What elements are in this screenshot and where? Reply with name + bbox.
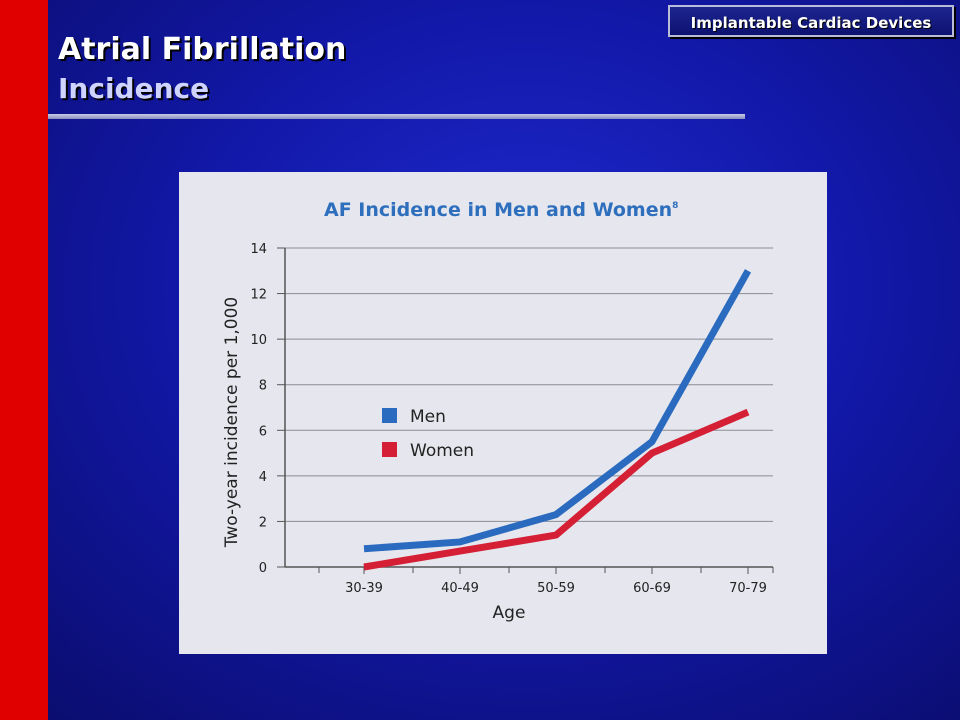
x-tick-label: 40-49	[441, 581, 479, 596]
y-tick-label: 8	[259, 379, 267, 394]
x-tick-label: 60-69	[633, 581, 671, 596]
section-badge: Implantable Cardiac Devices	[668, 5, 954, 37]
legend-label-women: Women	[410, 441, 474, 461]
chart-title: AF Incidence in Men and Women8	[324, 199, 678, 221]
y-tick-label: 6	[259, 424, 267, 439]
x-tick-label: 50-59	[537, 581, 575, 596]
y-axis-label: Two-year incidence per 1,000	[222, 297, 242, 548]
legend-label-men: Men	[410, 407, 446, 427]
title-underline	[48, 114, 745, 119]
af-incidence-chart: AF Incidence in Men and Women8 0 2 4 6 8 10 12…	[222, 199, 774, 623]
left-accent-bar	[0, 0, 48, 720]
y-tick-label: 14	[250, 242, 267, 257]
y-tick-label: 0	[259, 561, 267, 576]
legend-swatch-women	[382, 442, 397, 457]
slide-subtitle: Incidence	[58, 72, 210, 105]
y-tick-label: 12	[250, 288, 267, 303]
y-tick-label: 10	[250, 333, 267, 348]
y-tick-label: 4	[259, 470, 267, 485]
x-tick-label: 70-79	[729, 581, 767, 596]
x-axis-label: Age	[493, 603, 526, 623]
legend-swatch-men	[382, 408, 397, 423]
chart-title-superscript: 8	[672, 201, 678, 211]
slide-title: Atrial Fibrillation	[58, 32, 347, 67]
chart-panel: AF Incidence in Men and Women8 0 2 4 6 8 10 12…	[179, 172, 827, 654]
y-tick-label: 2	[259, 515, 267, 530]
x-tick-label: 30-39	[345, 581, 383, 596]
